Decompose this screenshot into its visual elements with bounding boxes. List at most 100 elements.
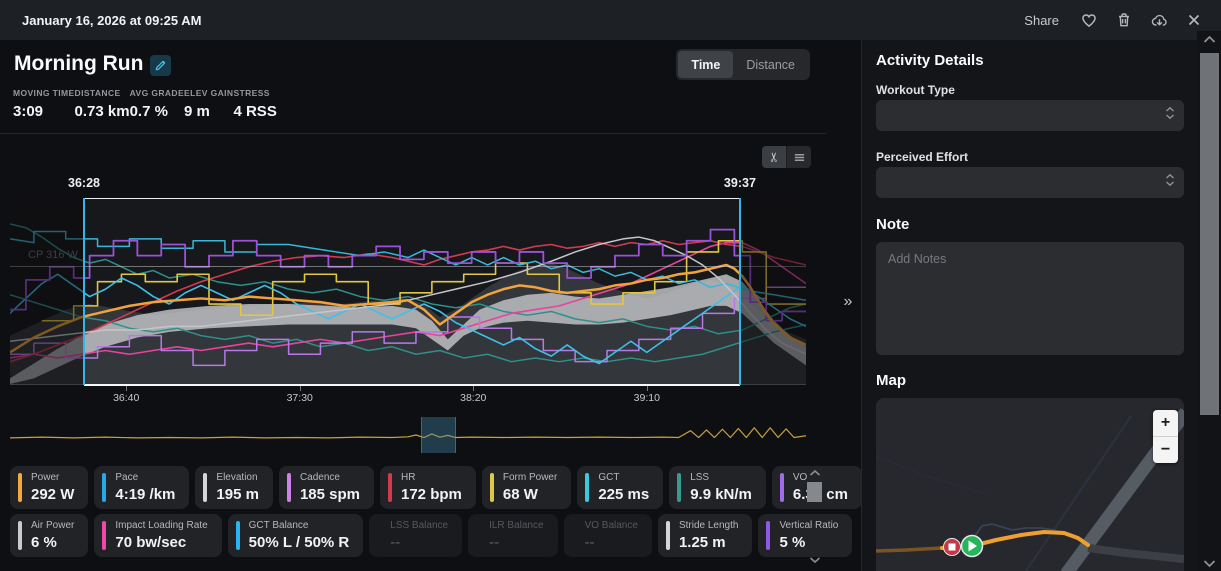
metric-card-power[interactable]: Power 292 W <box>10 466 89 509</box>
route-stop-marker[interactable] <box>943 538 961 556</box>
metric-value: 5 % <box>779 534 806 551</box>
metric-value: 70 bw/sec <box>115 534 187 551</box>
toggle-distance[interactable]: Distance <box>746 57 795 72</box>
close-icon[interactable] <box>1181 7 1207 33</box>
axis-tick-label: 36:40 <box>113 392 140 404</box>
metric-card-lss-balance[interactable]: LSS Balance -- <box>369 514 463 557</box>
crop-scissors-button[interactable]: ✂ <box>762 146 786 168</box>
metric-card-form-power[interactable]: Form Power 68 W <box>481 466 572 509</box>
axis-tick-label: 37:30 <box>286 392 313 404</box>
cards-scroll-down-icon[interactable] <box>806 553 824 567</box>
trash-icon[interactable] <box>1111 7 1137 33</box>
metric-value: 9.9 kN/m <box>690 486 752 503</box>
metric-accent-bar <box>18 521 22 550</box>
map-minor-road <box>1025 415 1132 571</box>
axis-tick <box>646 386 648 391</box>
metric-label: GCT <box>598 472 620 483</box>
metric-value: 195 m <box>216 486 259 503</box>
double-chevron-right-icon: » <box>843 293 853 310</box>
stat-label: ELEV GAIN <box>184 88 234 98</box>
perceived-effort-select[interactable] <box>876 167 1184 198</box>
metric-card-hr[interactable]: HR 172 bpm <box>380 466 476 509</box>
metric-accent-bar <box>203 473 208 502</box>
chart-navigator[interactable] <box>10 417 806 453</box>
metric-value: 172 bpm <box>401 486 462 503</box>
collapse-panel-button[interactable]: » <box>838 292 858 312</box>
route-map[interactable]: + − <box>876 398 1184 571</box>
axis-tick-label: 38:20 <box>460 392 487 404</box>
metric-label: Pace <box>115 472 139 483</box>
metric-accent-bar <box>18 473 22 502</box>
stat-avg-grade: AVG GRADE 0.7 % <box>130 88 184 120</box>
stat-moving-time: MOVING TIME 3:09 <box>13 88 75 120</box>
chart-options-button[interactable] <box>787 146 811 168</box>
map-canvas <box>876 408 1184 571</box>
notes-textarea[interactable] <box>876 242 1184 355</box>
metric-accent-bar <box>388 473 392 502</box>
metric-card-vo-balance[interactable]: VO Balance -- <box>563 514 652 557</box>
metric-value: 185 spm <box>299 486 360 503</box>
metric-label: VO <box>792 472 808 483</box>
summary-stats: MOVING TIME 3:09 DISTANCE 0.73 km AVG GRADE 0… <box>13 88 293 120</box>
metric-label: Elevation <box>216 472 258 483</box>
stat-value: 0.7 % <box>129 103 168 120</box>
metric-accent-bar <box>779 473 784 502</box>
stat-label: MOVING TIME <box>13 88 75 98</box>
metric-accent-bar <box>102 521 107 550</box>
metric-accent-bar <box>286 473 291 502</box>
metric-card-elevation[interactable]: Elevation 195 m <box>195 466 273 509</box>
metric-value: 1.25 m <box>678 534 726 551</box>
metric-value: -- <box>584 534 595 551</box>
series-magenta-line <box>10 243 806 358</box>
cloud-download-icon[interactable] <box>1146 7 1172 33</box>
metric-accent-bar <box>102 473 107 502</box>
map-zoom-out-button[interactable]: − <box>1160 441 1171 458</box>
map-zoom-in-button[interactable]: + <box>1160 414 1171 431</box>
series-power-line <box>10 265 806 352</box>
metric-label: HR <box>401 472 416 483</box>
selection-cursor-start[interactable] <box>83 198 86 385</box>
workout-type-select[interactable] <box>876 100 1184 131</box>
cards-scroll-up-icon[interactable] <box>806 466 824 480</box>
metric-accent-bar <box>572 521 576 550</box>
scroll-down-icon[interactable] <box>1197 555 1221 571</box>
map-zoom-controls: + − <box>1153 410 1178 463</box>
metric-accent-bar <box>585 473 590 502</box>
critical-power-line <box>10 265 806 267</box>
metric-card-lss[interactable]: LSS 9.9 kN/m <box>669 466 766 509</box>
selection-cursor-end[interactable] <box>738 198 741 385</box>
series-cyan-wiggle <box>10 274 806 363</box>
metric-accent-bar <box>489 473 494 502</box>
metric-card-cadence[interactable]: Cadence 185 spm <box>278 466 374 509</box>
metric-card-vertical-ratio[interactable]: Vertical Ratio 5 % <box>758 514 853 557</box>
metric-card-impact-loading-rate[interactable]: Impact Loading Rate 70 bw/sec <box>94 514 222 557</box>
stat-label: DISTANCE <box>74 88 121 98</box>
axis-tick <box>299 386 301 391</box>
scroll-up-icon[interactable] <box>1197 31 1221 47</box>
metric-card-pace[interactable]: Pace 4:19 /km <box>94 466 190 509</box>
metric-card-stride-length[interactable]: Stride Length 1.25 m <box>657 514 753 557</box>
activity-title: Morning Run <box>14 52 144 75</box>
metric-card-gct-balance[interactable]: GCT Balance 50% L / 50% R <box>227 514 364 557</box>
metric-card-air-power[interactable]: Air Power 6 % <box>10 514 89 557</box>
axis-tick <box>126 386 128 391</box>
map-heading: Map <box>876 372 906 389</box>
metric-label: ILR Balance <box>489 520 544 531</box>
route-start-marker[interactable] <box>960 534 984 558</box>
toggle-time[interactable]: Time <box>678 51 734 78</box>
page-scrollbar <box>1197 31 1221 571</box>
edit-title-button[interactable] <box>150 55 171 76</box>
map-dark-road <box>1087 544 1184 563</box>
navigator-selection-window[interactable] <box>420 417 456 453</box>
metric-card-gct[interactable]: GCT 225 ms <box>577 466 664 509</box>
share-button[interactable]: Share <box>1024 12 1059 28</box>
cards-scrollbar-thumb[interactable] <box>807 482 822 502</box>
metric-card-ilr-balance[interactable]: ILR Balance -- <box>468 514 558 557</box>
page-scrollbar-thumb[interactable] <box>1200 53 1219 415</box>
activity-main-panel: Morning Run Time Distance MOVING TIME 3:0… <box>0 40 862 571</box>
metrics-chart[interactable]: CP 316 W <box>10 198 806 386</box>
metric-accent-bar <box>235 521 240 550</box>
heart-icon[interactable] <box>1076 7 1102 33</box>
top-bar: January 16, 2026 at 09:25 AM Share <box>0 0 1221 40</box>
metric-label: GCT Balance <box>248 520 309 531</box>
